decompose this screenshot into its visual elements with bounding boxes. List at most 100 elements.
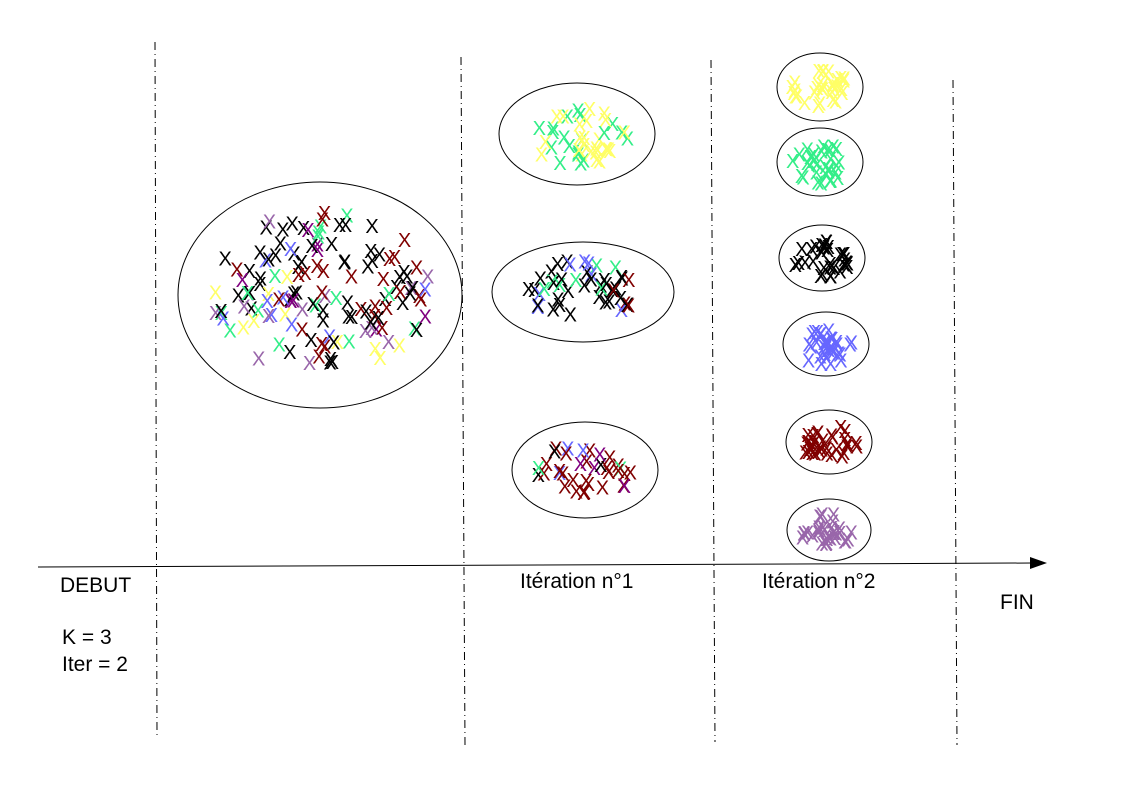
data-point-marker: X <box>814 266 827 288</box>
data-point-marker: X <box>573 114 586 136</box>
data-point-marker: X <box>364 241 377 263</box>
data-point-marker: X <box>304 330 317 352</box>
data-point-marker: X <box>306 294 319 316</box>
data-point-marker: X <box>279 305 292 327</box>
label-end: FIN <box>1000 591 1034 614</box>
data-point-marker: X <box>583 99 596 121</box>
data-point-marker: X <box>532 458 545 480</box>
data-point-marker: X <box>621 129 634 151</box>
data-point-marker: X <box>272 290 285 312</box>
data-point-marker: X <box>795 166 808 188</box>
data-point-marker: X <box>825 338 838 360</box>
data-point-marker: X <box>609 258 622 280</box>
data-point-marker: X <box>341 293 354 315</box>
data-point-marker: X <box>292 265 305 287</box>
data-point-marker: X <box>822 237 835 259</box>
data-point-marker: X <box>406 278 419 300</box>
data-point-marker: X <box>232 286 245 308</box>
data-point-marker: X <box>557 128 570 150</box>
data-point-marker: X <box>361 256 374 278</box>
data-point-marker: X <box>280 267 293 289</box>
data-point-marker: X <box>577 483 590 505</box>
data-point-marker: X <box>573 105 586 127</box>
data-point-marker: X <box>825 426 838 448</box>
data-point-marker: X <box>824 328 837 350</box>
data-point-marker: X <box>824 337 837 359</box>
data-point-marker: X <box>801 153 814 175</box>
data-point-marker: X <box>843 335 856 357</box>
data-point-marker: X <box>622 295 635 317</box>
data-point-marker: X <box>253 274 266 296</box>
data-point-marker: X <box>602 462 615 484</box>
data-point-marker: X <box>548 442 561 464</box>
data-point-marker: X <box>273 335 286 357</box>
data-point-marker: X <box>840 434 853 456</box>
data-point-marker: X <box>547 273 560 295</box>
data-point-marker: X <box>829 523 842 545</box>
data-point-marker: X <box>845 523 858 545</box>
data-point-marker: X <box>403 284 416 306</box>
data-point-marker: X <box>621 295 634 317</box>
data-point-marker: X <box>812 61 825 83</box>
data-point-marker: X <box>214 301 227 323</box>
data-point-marker: X <box>400 267 413 289</box>
data-point-marker: X <box>558 476 571 498</box>
data-point-marker: X <box>359 321 372 343</box>
data-point-marker: X <box>806 443 819 465</box>
data-point-marker: X <box>841 254 854 276</box>
data-point-marker: X <box>793 145 806 167</box>
data-point-marker: X <box>283 342 296 364</box>
data-point-marker: X <box>365 216 378 238</box>
data-point-marker: X <box>563 255 576 277</box>
data-point-marker: X <box>547 299 560 321</box>
data-point-marker: X <box>285 315 298 337</box>
data-point-marker: X <box>607 280 620 302</box>
data-point-marker: X <box>811 173 824 195</box>
data-point-marker: X <box>545 262 558 284</box>
data-point-marker: X <box>820 444 833 466</box>
data-point-marker: X <box>806 146 819 168</box>
data-point-marker: X <box>369 339 382 361</box>
data-point-marker: X <box>556 107 569 129</box>
data-point-marker: X <box>418 280 431 302</box>
data-point-marker: X <box>822 162 835 184</box>
data-point-marker: X <box>262 306 275 328</box>
data-point-marker: X <box>598 123 611 145</box>
data-point-marker: X <box>311 227 324 249</box>
data-point-marker: X <box>830 335 843 357</box>
data-point-marker: X <box>790 87 803 109</box>
data-point-marker: X <box>209 303 222 325</box>
data-point-marker: X <box>580 111 593 133</box>
data-point-marker: X <box>370 320 383 342</box>
data-point-marker: X <box>593 445 606 467</box>
data-point-marker: X <box>807 151 820 173</box>
data-point-marker: X <box>815 235 828 257</box>
data-point-marker: X <box>824 254 837 276</box>
data-point-marker: X <box>269 246 282 268</box>
separator-end <box>952 79 958 746</box>
data-point-marker: X <box>792 253 805 275</box>
cluster-initial <box>177 181 463 409</box>
data-point-marker: X <box>618 464 631 486</box>
data-point-marker: X <box>245 299 258 321</box>
data-point-marker: X <box>393 335 406 357</box>
data-point-marker: X <box>398 230 411 252</box>
data-point-marker: X <box>394 282 407 304</box>
data-point-marker: X <box>582 474 595 496</box>
data-point-marker: X <box>599 139 612 161</box>
data-point-marker: X <box>382 332 395 354</box>
data-point-marker: X <box>824 528 837 550</box>
data-point-marker: X <box>546 122 559 144</box>
data-point-marker: X <box>812 522 825 544</box>
data-point-marker: X <box>553 461 566 483</box>
data-point-marker: X <box>262 284 275 306</box>
data-point-marker: X <box>252 349 265 371</box>
data-point-marker: X <box>618 122 631 144</box>
data-point-marker: X <box>827 76 840 98</box>
data-point-marker: X <box>615 267 628 289</box>
data-point-marker: X <box>834 68 847 90</box>
data-point-marker: X <box>840 257 853 279</box>
data-point-marker: X <box>553 463 566 485</box>
data-point-marker: X <box>831 168 844 190</box>
